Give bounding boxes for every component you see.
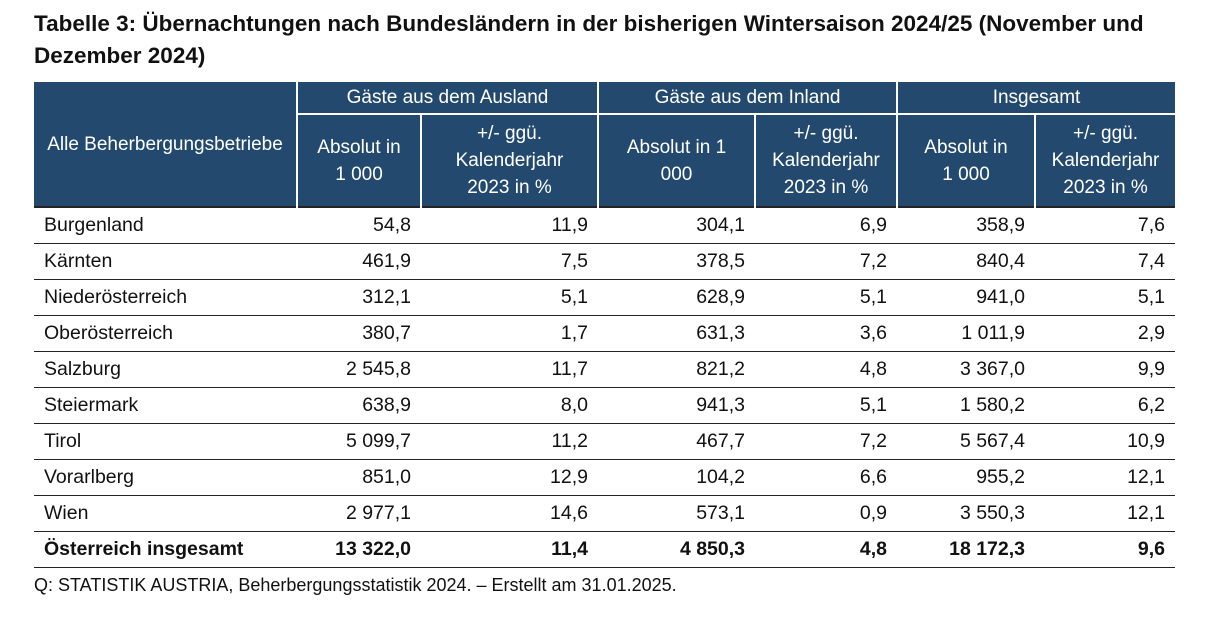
col-header-ausland-abs: Absolut in 1 000	[297, 114, 422, 207]
cell: 5,1	[421, 279, 598, 316]
cell: 638,9	[297, 387, 421, 424]
col-header-inland-abs: Absolut in 1 000	[598, 114, 756, 207]
table-row: Oberösterreich 380,7 1,7 631,3 3,6 1 011…	[34, 315, 1176, 352]
cell: 941,0	[897, 279, 1036, 316]
cell: 304,1	[598, 206, 755, 244]
total-cell: 13 322,0	[297, 531, 421, 568]
cell: 3 550,3	[897, 495, 1036, 532]
table-row: Burgenland 54,8 11,9 304,1 6,9 358,9 7,6	[34, 206, 1176, 244]
cell: 12,1	[1035, 459, 1176, 496]
row-label-header: Alle Beherbergungsbetriebe	[34, 82, 298, 207]
total-cell: 9,6	[1035, 531, 1176, 568]
cell: 2 545,8	[297, 351, 421, 388]
cell: 6,9	[755, 206, 898, 244]
cell: 5,1	[755, 279, 898, 316]
cell: 840,4	[897, 243, 1036, 280]
cell: 9,9	[1035, 351, 1176, 388]
cell: 955,2	[897, 459, 1036, 496]
row-name: Steiermark	[34, 387, 297, 424]
total-row: Österreich insgesamt 13 322,0 11,4 4 850…	[34, 531, 1176, 568]
total-cell: 18 172,3	[897, 531, 1036, 568]
cell: 7,2	[755, 423, 898, 460]
row-name: Tirol	[34, 423, 297, 460]
cell: 8,0	[421, 387, 598, 424]
group-header-inland: Gäste aus dem Inland	[598, 82, 899, 115]
row-name: Niederösterreich	[34, 279, 297, 316]
row-name: Burgenland	[34, 206, 297, 244]
cell: 11,7	[421, 351, 598, 388]
row-name: Oberösterreich	[34, 315, 297, 352]
cell: 104,2	[598, 459, 755, 496]
cell: 631,3	[598, 315, 755, 352]
group-header-insgesamt: Insgesamt	[897, 82, 1176, 115]
cell: 12,1	[1035, 495, 1176, 532]
col-header-total-pct: +/- ggü. Kalenderjahr 2023 in %	[1035, 114, 1176, 207]
col-header-ausland-pct: +/- ggü. Kalenderjahr 2023 in %	[421, 114, 599, 207]
cell: 11,2	[421, 423, 598, 460]
cell: 7,2	[755, 243, 898, 280]
cell: 4,8	[755, 351, 898, 388]
source-note: Q: STATISTIK AUSTRIA, Beherbergungsstati…	[34, 575, 677, 595]
table-row: Tirol 5 099,7 11,2 467,7 7,2 5 567,4 10,…	[34, 423, 1176, 460]
cell: 0,9	[755, 495, 898, 532]
cell: 7,4	[1035, 243, 1176, 280]
cell: 12,9	[421, 459, 598, 496]
total-cell: 4,8	[755, 531, 898, 568]
table-row: Wien 2 977,1 14,6 573,1 0,9 3 550,3 12,1	[34, 495, 1176, 532]
col-header-total-abs: Absolut in 1 000	[897, 114, 1037, 207]
total-cell: 4 850,3	[598, 531, 755, 568]
table-row: Salzburg 2 545,8 11,7 821,2 4,8 3 367,0 …	[34, 351, 1176, 388]
table-row: Kärnten 461,9 7,5 378,5 7,2 840,4 7,4	[34, 243, 1176, 280]
cell: 5 567,4	[897, 423, 1036, 460]
cell: 5,1	[755, 387, 898, 424]
row-name: Vorarlberg	[34, 459, 297, 496]
cell: 821,2	[598, 351, 755, 388]
group-header-ausland: Gäste aus dem Ausland	[297, 82, 599, 115]
cell: 358,9	[897, 206, 1036, 244]
cell: 11,9	[421, 206, 598, 244]
cell: 3 367,0	[897, 351, 1036, 388]
cell: 1 580,2	[897, 387, 1036, 424]
cell: 467,7	[598, 423, 755, 460]
cell: 628,9	[598, 279, 755, 316]
cell: 2 977,1	[297, 495, 421, 532]
cell: 6,2	[1035, 387, 1176, 424]
cell: 5 099,7	[297, 423, 421, 460]
cell: 7,5	[421, 243, 598, 280]
cell: 14,6	[421, 495, 598, 532]
cell: 10,9	[1035, 423, 1176, 460]
cell: 3,6	[755, 315, 898, 352]
row-name: Kärnten	[34, 243, 297, 280]
row-name: Salzburg	[34, 351, 297, 388]
table-row: Steiermark 638,9 8,0 941,3 5,1 1 580,2 6…	[34, 387, 1176, 424]
table-title: Tabelle 3: Übernachtungen nach Bundeslän…	[34, 11, 1144, 68]
cell: 7,6	[1035, 206, 1176, 244]
row-name: Wien	[34, 495, 297, 532]
total-cell: 11,4	[421, 531, 598, 568]
cell: 573,1	[598, 495, 755, 532]
cell: 6,6	[755, 459, 898, 496]
total-row-name: Österreich insgesamt	[34, 531, 297, 568]
cell: 2,9	[1035, 315, 1176, 352]
cell: 941,3	[598, 387, 755, 424]
cell: 1 011,9	[897, 315, 1036, 352]
cell: 5,1	[1035, 279, 1176, 316]
table-row: Niederösterreich 312,1 5,1 628,9 5,1 941…	[34, 279, 1176, 316]
cell: 461,9	[297, 243, 421, 280]
overnight-stays-table: Alle Beherbergungsbetriebe Gäste aus dem…	[34, 82, 1176, 568]
table-row: Vorarlberg 851,0 12,9 104,2 6,6 955,2 12…	[34, 459, 1176, 496]
cell: 378,5	[598, 243, 755, 280]
cell: 380,7	[297, 315, 421, 352]
col-header-inland-pct: +/- ggü. Kalenderjahr 2023 in %	[755, 114, 899, 207]
cell: 312,1	[297, 279, 421, 316]
cell: 54,8	[297, 206, 421, 244]
cell: 851,0	[297, 459, 421, 496]
cell: 1,7	[421, 315, 598, 352]
